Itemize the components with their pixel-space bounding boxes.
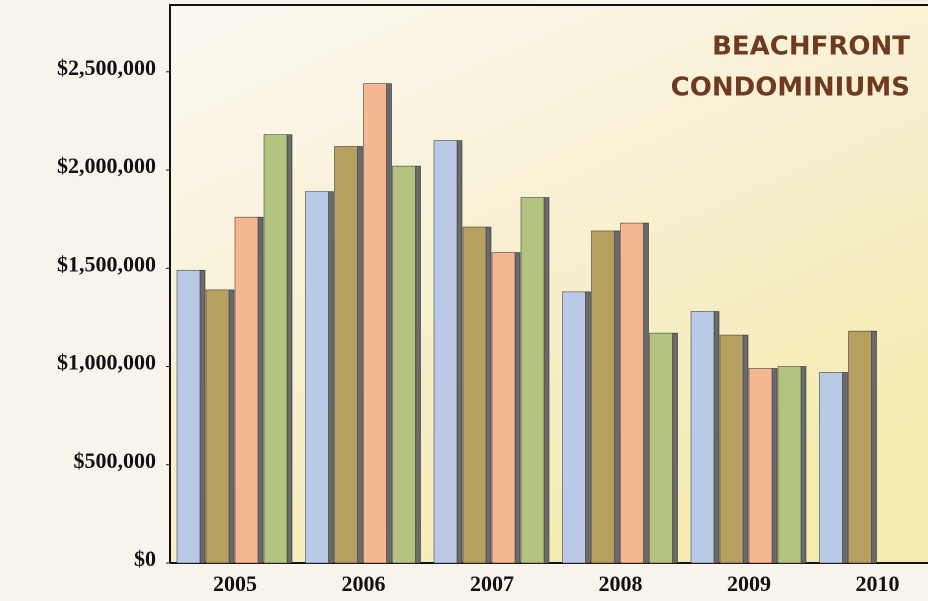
plot-frame	[169, 4, 928, 563]
bar	[520, 197, 545, 564]
bar-side	[543, 197, 550, 564]
x-tick-label: 2006	[342, 571, 386, 596]
bar-side	[713, 311, 720, 564]
bar	[433, 140, 458, 564]
y-tick-label: $0	[134, 546, 156, 571]
bar	[620, 222, 644, 564]
bar	[748, 368, 773, 564]
bar-side	[842, 372, 848, 564]
bar-side	[585, 291, 591, 564]
bar	[234, 216, 259, 564]
bar	[690, 311, 715, 564]
bar-side	[871, 330, 877, 564]
bar	[176, 269, 201, 564]
x-tick-label: 2010	[856, 571, 900, 596]
bar-side	[742, 334, 749, 564]
bar	[562, 291, 586, 564]
chart-title: BEACHFRONT	[712, 32, 910, 62]
bar	[491, 252, 516, 564]
bar-side	[257, 216, 264, 564]
bar	[305, 191, 329, 564]
x-tick-label: 2009	[727, 571, 771, 596]
bar	[819, 372, 843, 564]
bar-side	[672, 332, 678, 564]
bar	[591, 230, 615, 564]
bar-side	[456, 140, 463, 564]
bar-side	[286, 134, 293, 564]
x-tick-label: 2005	[213, 571, 257, 596]
chart-title: CONDOMINIUMS	[671, 73, 910, 103]
bar	[392, 165, 416, 564]
bar-side	[228, 289, 235, 564]
x-tick-label: 2008	[599, 571, 643, 596]
bar	[777, 366, 802, 564]
bar-side	[643, 222, 649, 564]
bar-side	[514, 252, 521, 564]
y-tick-label: $500,000	[74, 448, 157, 473]
bar-side	[800, 366, 807, 564]
bar	[719, 334, 744, 564]
bar-side	[485, 226, 492, 564]
bar-side	[328, 191, 334, 564]
bar	[649, 332, 673, 564]
y-tick-label: $2,500,000	[57, 55, 156, 80]
bar-side	[357, 146, 363, 564]
bar	[462, 226, 487, 564]
bar	[363, 83, 387, 564]
bar-side	[771, 368, 778, 564]
y-tick-label: $1,500,000	[57, 251, 156, 276]
bar	[334, 146, 358, 564]
y-tick-label: $1,000,000	[57, 350, 156, 375]
bar-side	[386, 83, 392, 564]
bar-side	[614, 230, 620, 564]
bar	[848, 330, 872, 564]
y-tick-label: $2,000,000	[57, 153, 156, 178]
bar-side	[199, 269, 206, 564]
bar-side	[415, 165, 421, 564]
bar	[263, 134, 288, 564]
x-tick-label: 2007	[470, 571, 514, 596]
bar	[205, 289, 230, 564]
